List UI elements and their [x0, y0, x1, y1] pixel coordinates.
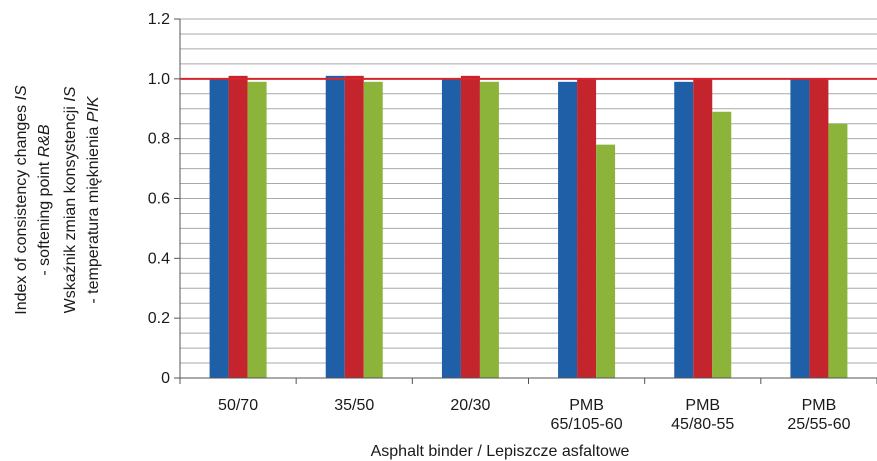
bar [209, 78, 229, 378]
bar [693, 78, 713, 378]
bar [460, 75, 480, 378]
bar [558, 81, 578, 378]
y-tick-label: 1.0 [148, 71, 170, 88]
bars [209, 75, 848, 378]
bar [247, 81, 267, 378]
bar [828, 123, 848, 378]
axes [174, 18, 877, 384]
bar [228, 75, 248, 378]
bar [674, 81, 694, 378]
y-axis-title-line: - temperatura mięknienia PIK [85, 95, 102, 304]
bar [577, 78, 597, 378]
bar [363, 81, 383, 378]
bar [712, 111, 732, 378]
y-tick-label: 0.6 [148, 191, 170, 208]
y-tick-label: 0 [161, 370, 170, 387]
bar [809, 78, 829, 378]
x-axis-title: Asphalt binder / Lepiszcze asfaltowe [371, 443, 630, 460]
y-axis-title-line: - softening point R&B [36, 124, 53, 276]
x-category-label: PMB 45/80-55 [671, 397, 734, 433]
x-category-label: 20/30 [450, 397, 490, 414]
y-tick-label: 0.2 [148, 310, 170, 327]
bar [596, 144, 616, 378]
y-axis-title-line: Wskaźnik zmian konsystencji IS [62, 86, 79, 313]
y-axis-title: Index of consistency changes IS - softeni… [13, 85, 102, 315]
bar [325, 75, 345, 378]
x-category-label: 35/50 [334, 397, 374, 414]
y-tick-label: 0.8 [148, 131, 170, 148]
y-tick-labels: 0 0.2 0.4 0.6 0.8 1.0 1.2 [148, 11, 170, 387]
x-category-label: PMB 65/105-60 [551, 397, 623, 433]
x-category-labels: 50/70 35/50 20/30 PMB 65/105-60 PMB 45/80-55 PM… [218, 397, 851, 433]
bar [790, 78, 810, 378]
bar [344, 75, 364, 378]
bar [479, 81, 499, 378]
x-category-label: 50/70 [218, 397, 258, 414]
y-tick-label: 1.2 [148, 11, 170, 28]
bar [441, 78, 461, 378]
y-axis-title-line: Index of consistency changes IS [13, 85, 30, 315]
grid-lines [180, 18, 877, 364]
x-category-label: PMB 25/55-60 [787, 397, 850, 433]
y-tick-label: 0.4 [148, 250, 170, 267]
